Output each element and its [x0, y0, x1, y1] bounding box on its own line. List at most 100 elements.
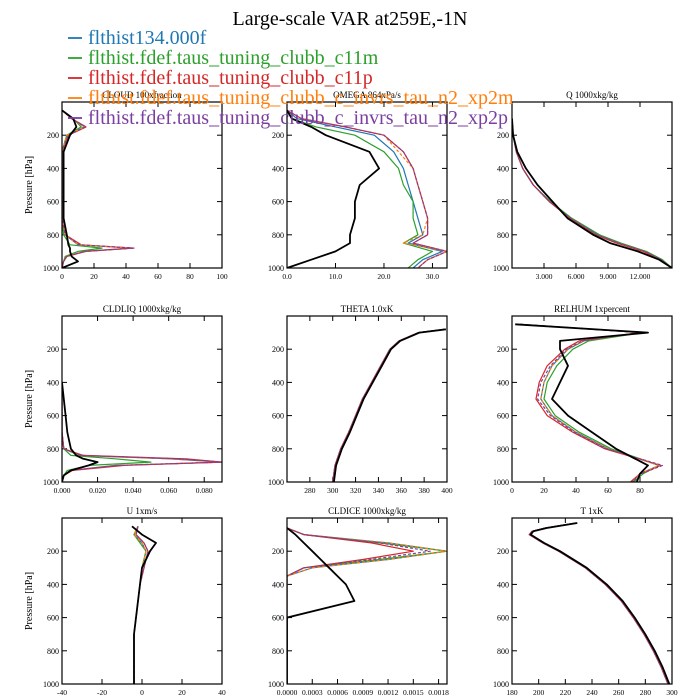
x-tick-label: 100 [216, 272, 228, 281]
y-tick-label: 200 [497, 345, 509, 354]
series-line-1 [62, 109, 103, 268]
series-line-2 [512, 118, 672, 268]
y-tick-label: 600 [272, 412, 284, 421]
legend: flthist134.000fflthist.fdef.taus_tuning_… [68, 27, 514, 129]
series-line-1 [512, 118, 672, 268]
panel-title: THETA 1.0xK [341, 304, 394, 314]
y-tick-label: 400 [47, 378, 59, 387]
legend-label: flthist134.000f [88, 27, 207, 49]
x-tick-label: 380 [419, 486, 431, 495]
panel-title: CLDICE 1000xkg/kg [328, 506, 406, 516]
x-tick-label: 0 [140, 688, 144, 697]
x-tick-label: 0.000 [54, 486, 71, 495]
x-tick-label: 260 [613, 688, 625, 697]
series-line-0 [287, 109, 443, 268]
x-tick-label: 9.000 [600, 272, 617, 281]
series-line-2 [62, 109, 135, 268]
x-tick-label: 10.0 [329, 272, 342, 281]
y-tick-label: 800 [497, 231, 509, 240]
x-tick-label: 20 [90, 272, 98, 281]
x-tick-label: 0.060 [160, 486, 177, 495]
legend-label: flthist.fdef.taus_tuning_clubb_c11m [88, 47, 379, 69]
x-tick-label: 280 [640, 688, 652, 697]
y-tick-label: 1000 [493, 478, 509, 487]
y-tick-label: 400 [272, 378, 284, 387]
y-tick-label: 800 [47, 231, 59, 240]
y-axis-label: Pressure [hPa] [24, 572, 35, 630]
series-line-0 [133, 526, 147, 684]
series-line-black [287, 527, 356, 684]
plot-frame [286, 101, 448, 269]
x-tick-label: 40 [122, 272, 130, 281]
panel-2: Q 1000xkg/kg 200 400 600 800 1000 3.000 6.000 9.… [493, 90, 673, 281]
x-tick-label: 0.0012 [378, 688, 399, 697]
x-tick-label: 0 [60, 272, 64, 281]
panel-4: THETA 1.0xK 200 400 600 800 1000 280 300 320 340 3… [268, 304, 453, 495]
y-axis-label: Pressure [hPa] [24, 156, 35, 214]
legend-label: flthist.fdef.taus_tuning_clubb_c_invrs_t… [88, 107, 508, 129]
series-line-black [62, 382, 99, 482]
y-tick-label: 200 [272, 547, 284, 556]
y-tick-label: 200 [47, 345, 59, 354]
y-tick-label: 1000 [43, 478, 59, 487]
y-tick-label: 800 [497, 445, 509, 454]
series-line-black [515, 323, 649, 482]
x-tick-label: 0.080 [196, 486, 213, 495]
panel-title: Q 1000xkg/kg [566, 90, 618, 100]
panel-title: CLOUD 100xfraction [102, 90, 182, 100]
series-group [332, 328, 447, 482]
x-tick-label: 20 [178, 688, 186, 697]
y-tick-label: 800 [497, 647, 509, 656]
panel-title: CLDLIQ 1000xkg/kg [103, 304, 182, 314]
series-line-0 [287, 527, 447, 684]
series-line-1 [287, 527, 447, 684]
plot-frame [511, 517, 673, 685]
series-line-4 [62, 109, 133, 268]
plot-frame [511, 101, 673, 269]
y-tick-label: 1000 [268, 264, 284, 273]
series-line-0 [62, 109, 133, 268]
plot-frame [286, 315, 448, 483]
y-tick-label: 400 [497, 580, 509, 589]
x-tick-label: 60 [154, 272, 162, 281]
x-tick-label: 40 [218, 688, 226, 697]
x-tick-label: 0.0006 [327, 688, 348, 697]
y-tick-label: 800 [47, 445, 59, 454]
x-tick-label: 0 [510, 486, 514, 495]
y-tick-label: 600 [497, 412, 509, 421]
x-tick-label: 340 [373, 486, 385, 495]
series-line-black [529, 522, 671, 684]
series-line-4 [287, 109, 447, 268]
y-tick-label: 1000 [268, 478, 284, 487]
y-tick-label: 800 [272, 445, 284, 454]
panel-title: RELHUM 1xpercent [554, 304, 630, 314]
series-line-black [333, 328, 447, 482]
series-group [131, 525, 157, 684]
series-line-0 [512, 118, 672, 268]
panel-title: OMEGA 864xPa/s [333, 90, 401, 100]
x-tick-label: 60 [604, 486, 612, 495]
x-tick-label: -20 [97, 688, 107, 697]
x-tick-label: 360 [396, 486, 408, 495]
legend-label: flthist.fdef.taus_tuning_clubb_c_invrs_t… [88, 87, 514, 109]
panel-3: CLDLIQ 1000xkg/kg Pressure [hPa] 200 400 600… [24, 304, 223, 495]
panel-title: U 1xm/s [127, 506, 158, 516]
plot-frame [61, 101, 223, 269]
y-tick-label: 1000 [268, 680, 284, 689]
series-line-1 [287, 109, 434, 268]
x-tick-label: 400 [441, 486, 453, 495]
x-tick-label: 20.0 [377, 272, 390, 281]
y-tick-label: 200 [272, 131, 284, 140]
x-tick-label: 240 [586, 688, 598, 697]
y-tick-label: 200 [497, 547, 509, 556]
series-group [62, 382, 222, 482]
x-tick-label: 30.0 [426, 272, 439, 281]
y-tick-label: 400 [497, 378, 509, 387]
y-tick-label: 400 [272, 164, 284, 173]
x-tick-label: 40 [572, 486, 580, 495]
x-tick-label: 0.0 [282, 272, 292, 281]
series-line-black [512, 118, 672, 268]
